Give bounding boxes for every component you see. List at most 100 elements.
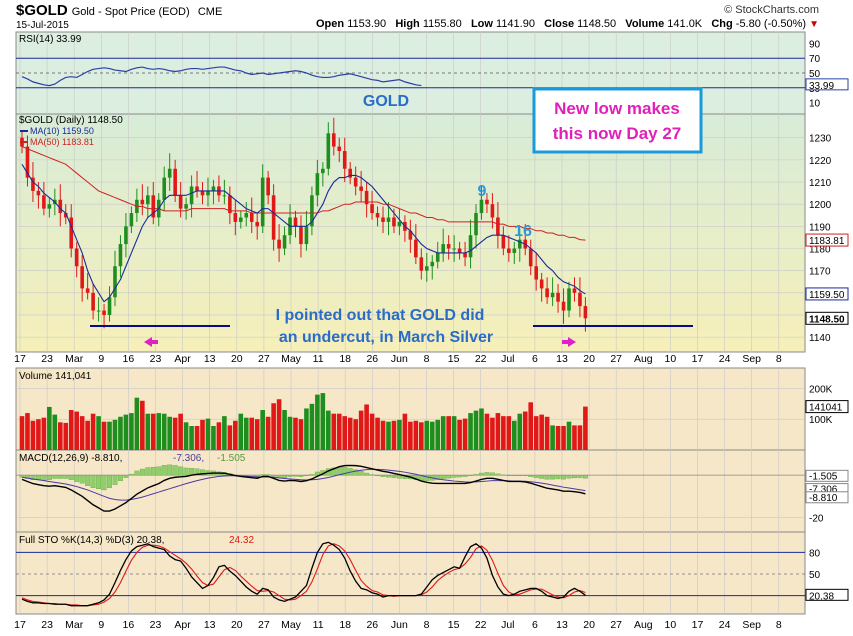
volume-bar xyxy=(287,416,293,450)
volume-bar xyxy=(413,420,419,450)
price-badge-text: 1159.50 xyxy=(809,290,845,301)
candle-body xyxy=(233,213,238,222)
volume-bar xyxy=(391,420,397,450)
volume-bar xyxy=(41,417,47,450)
macd-histogram-bar xyxy=(172,465,178,476)
x-tick-label-bottom: 16 xyxy=(123,619,135,631)
volume-bar xyxy=(271,403,276,450)
candle-body xyxy=(293,217,298,227)
x-tick-label: 20 xyxy=(583,353,595,365)
macd-histogram-bar xyxy=(495,473,501,476)
volume-bar xyxy=(331,413,337,450)
rsi-y-tick: 90 xyxy=(809,39,821,50)
volume-badge-text: 141041 xyxy=(809,403,843,414)
price-y-tick: 1210 xyxy=(809,178,832,189)
x-tick-label: Jun xyxy=(391,353,408,365)
x-tick-label: 17 xyxy=(692,353,704,365)
stochastic-title: Full STO %K(14,3) %D(3) 20.38, xyxy=(19,535,164,546)
volume-bar xyxy=(172,417,178,450)
x-tick-label: 15 xyxy=(448,353,460,365)
x-tick-label-bottom: 18 xyxy=(339,619,351,631)
macd-histogram-bar xyxy=(303,474,309,476)
volume-bar xyxy=(364,404,369,450)
chart-ticker: $GOLD Gold - Spot Price (EOD) CME xyxy=(16,2,222,19)
x-tick-label: 9 xyxy=(98,353,104,365)
macd-histogram-bar xyxy=(101,474,107,491)
candle-body xyxy=(282,235,287,249)
x-tick-label-bottom: Aug xyxy=(634,619,653,631)
candle-body xyxy=(244,213,249,218)
candle-body xyxy=(277,239,281,249)
candle-body xyxy=(490,204,495,218)
macd-histogram-bar xyxy=(167,464,173,476)
volume-bar xyxy=(30,420,36,450)
macd-badge xyxy=(805,491,849,504)
volume-bar xyxy=(254,419,260,450)
x-tick-label: 13 xyxy=(556,353,568,365)
volume-bar xyxy=(451,416,457,450)
x-tick-label-bottom: 17 xyxy=(692,619,704,631)
macd-histogram-bar xyxy=(342,467,348,476)
macd-panel-bg xyxy=(15,449,806,533)
candle-body xyxy=(512,248,517,253)
volume-bar xyxy=(161,413,167,450)
macd-histogram-bar xyxy=(517,474,523,476)
candle-body xyxy=(260,177,265,227)
candle-body xyxy=(211,186,216,191)
price-y-tick: 1180 xyxy=(809,245,831,256)
volume-bar xyxy=(435,419,441,450)
candle-body xyxy=(206,190,210,196)
volume-bar xyxy=(402,413,408,450)
volume-bar xyxy=(320,393,326,450)
macd-histogram-bar xyxy=(468,474,473,476)
candle-body xyxy=(441,244,445,253)
volume-bar xyxy=(238,413,244,450)
x-tick-label-bottom: 13 xyxy=(556,619,568,631)
volume-bar xyxy=(178,413,183,450)
rsi-y-tick: 10 xyxy=(809,99,821,110)
volume-bar xyxy=(25,413,30,450)
volume-bar xyxy=(205,418,211,450)
candle-body xyxy=(457,248,462,253)
volume-bar xyxy=(194,426,200,450)
macd-histogram-bar xyxy=(150,466,156,476)
candle-body xyxy=(113,266,117,298)
volume-bar xyxy=(440,416,446,450)
macd-histogram-bar xyxy=(369,474,375,476)
left-arrow-icon xyxy=(144,337,158,347)
candle-body xyxy=(507,248,511,253)
volume-bar xyxy=(298,419,304,450)
price-badge xyxy=(805,287,849,301)
x-tick-label-bottom: 20 xyxy=(583,619,595,631)
rsi-value-badge-text: 33.99 xyxy=(809,81,834,92)
volume-y-tick: 100K xyxy=(809,415,833,426)
candle-body xyxy=(124,226,128,245)
stochastic-y-tick: 80 xyxy=(809,548,821,559)
price-y-tick: 1230 xyxy=(809,134,832,145)
down-arrow-icon: ▼ xyxy=(809,19,820,30)
volume-bar xyxy=(150,413,156,450)
macd-line xyxy=(21,464,586,512)
volume-bar xyxy=(249,417,255,450)
x-tick-label: 26 xyxy=(366,353,378,365)
volume-y-tick: 200K xyxy=(809,384,833,395)
volume-bar xyxy=(583,406,588,450)
x-tick-label-bottom: 26 xyxy=(366,619,378,631)
x-tick-label-bottom: Jul xyxy=(501,619,514,631)
candle-body xyxy=(331,133,336,147)
macd-histogram-bar xyxy=(287,474,293,477)
macd-histogram-bar xyxy=(260,474,266,476)
volume-bar xyxy=(183,422,189,450)
volume-bar xyxy=(63,422,69,450)
macd-histogram-bar xyxy=(74,474,80,482)
candle-body xyxy=(435,252,440,262)
stochastic-d-line xyxy=(21,543,586,607)
candle-body xyxy=(200,190,205,196)
candle-body xyxy=(36,190,41,196)
macd-histogram-bar xyxy=(386,474,391,478)
macd-badge-text: -7.306 xyxy=(809,485,838,496)
candle-body xyxy=(25,146,30,178)
candle-body xyxy=(31,177,35,191)
volume-bar xyxy=(550,425,555,450)
candle-body xyxy=(578,292,582,307)
